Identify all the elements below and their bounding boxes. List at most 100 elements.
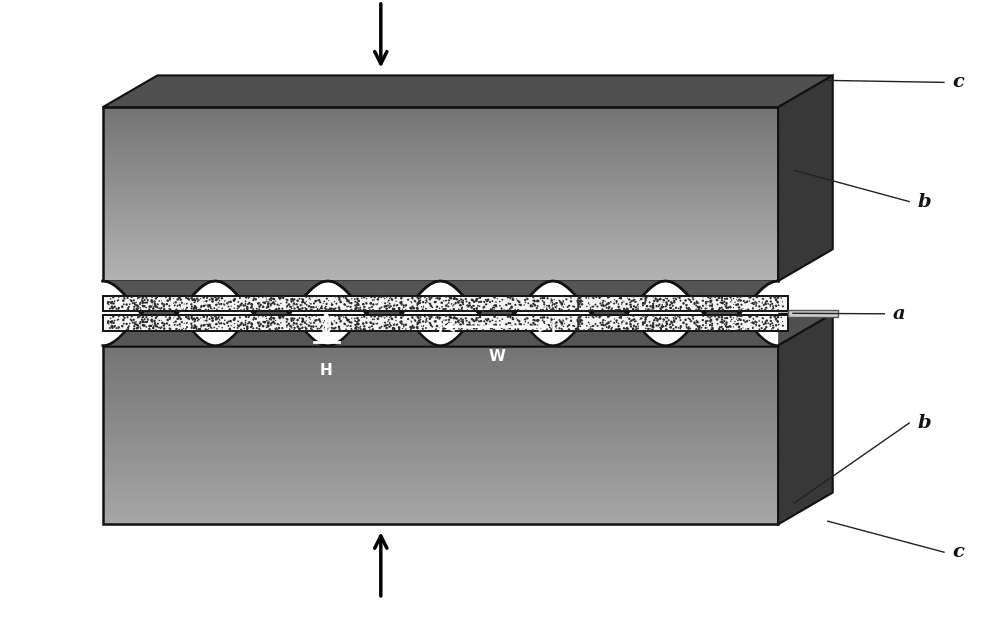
Point: [422, 314, 438, 324]
Point: [585, 305, 601, 316]
Point: [454, 297, 470, 307]
Point: [763, 291, 779, 302]
Point: [362, 303, 378, 313]
Point: [135, 312, 151, 322]
Point: [383, 292, 399, 302]
Point: [205, 297, 221, 307]
Point: [678, 295, 694, 305]
Bar: [103, 399, 778, 402]
Point: [533, 324, 549, 335]
Point: [144, 311, 160, 321]
Point: [278, 314, 294, 324]
Point: [173, 295, 189, 305]
Point: [502, 323, 518, 333]
Point: [382, 298, 398, 309]
Point: [623, 302, 639, 312]
Point: [200, 321, 216, 331]
Bar: [103, 483, 778, 486]
Point: [452, 296, 468, 306]
Point: [552, 316, 568, 326]
Point: [187, 323, 203, 333]
Point: [439, 299, 455, 309]
Point: [145, 304, 161, 314]
Point: [645, 298, 661, 309]
Point: [161, 304, 177, 314]
Point: [105, 323, 121, 333]
Point: [239, 304, 255, 314]
Point: [236, 304, 252, 314]
Point: [590, 302, 606, 312]
Point: [613, 312, 629, 322]
Point: [712, 317, 728, 327]
Point: [642, 297, 658, 307]
Point: [394, 319, 410, 330]
Point: [494, 314, 510, 324]
Point: [356, 302, 372, 312]
Bar: [103, 110, 778, 113]
Point: [327, 311, 343, 321]
Point: [601, 323, 617, 333]
Point: [691, 298, 707, 309]
Point: [714, 295, 730, 305]
Point: [740, 304, 756, 314]
Bar: [103, 163, 778, 165]
Point: [363, 311, 379, 321]
Point: [268, 316, 284, 326]
Point: [424, 321, 440, 331]
Point: [616, 323, 632, 333]
Point: [503, 312, 519, 322]
Point: [103, 313, 119, 323]
Point: [561, 300, 577, 311]
Point: [279, 295, 295, 305]
Point: [391, 303, 407, 313]
Point: [544, 295, 560, 305]
Point: [396, 302, 412, 312]
Point: [742, 312, 758, 322]
Point: [745, 314, 761, 324]
Bar: [103, 420, 778, 423]
Point: [698, 316, 714, 326]
Point: [714, 322, 730, 332]
Point: [207, 311, 223, 321]
Point: [412, 314, 428, 324]
Point: [727, 316, 743, 326]
Point: [267, 305, 283, 315]
Point: [429, 302, 445, 312]
Point: [585, 324, 601, 335]
Point: [188, 322, 204, 332]
Text: W: W: [488, 349, 505, 364]
Point: [545, 319, 561, 329]
Point: [236, 321, 252, 331]
Point: [144, 295, 160, 305]
Point: [520, 298, 536, 309]
Point: [297, 318, 313, 328]
Point: [285, 296, 301, 306]
Point: [101, 319, 117, 329]
Point: [489, 293, 505, 304]
Point: [384, 294, 400, 304]
Point: [616, 304, 632, 314]
Point: [492, 320, 508, 330]
Point: [409, 323, 425, 333]
Point: [311, 314, 327, 324]
Point: [731, 324, 747, 335]
Point: [404, 312, 420, 323]
Bar: [103, 275, 778, 278]
Point: [542, 322, 558, 332]
Point: [379, 304, 395, 314]
Point: [483, 324, 499, 334]
Point: [731, 305, 747, 316]
Point: [115, 311, 131, 321]
Point: [102, 304, 118, 314]
Point: [450, 294, 466, 304]
Point: [430, 312, 446, 323]
Point: [214, 312, 230, 323]
Point: [127, 300, 143, 310]
Point: [549, 298, 565, 308]
Point: [260, 302, 276, 312]
Point: [526, 295, 542, 305]
Point: [469, 314, 485, 324]
Point: [130, 321, 146, 331]
Point: [595, 296, 611, 306]
Point: [246, 293, 262, 304]
